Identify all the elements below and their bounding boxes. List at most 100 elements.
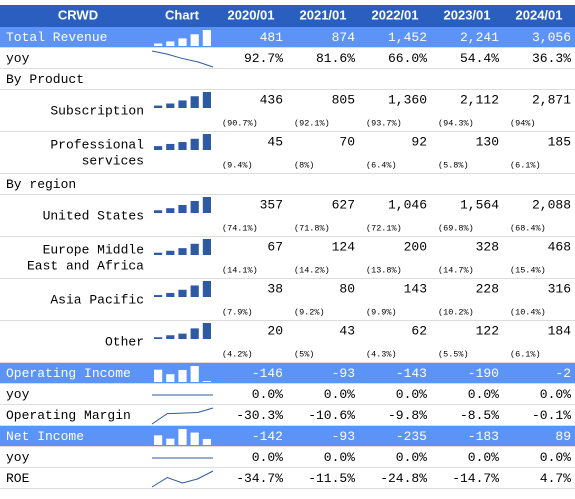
spark-bar (154, 295, 163, 297)
header-period: 2020/01 (228, 7, 275, 22)
header-period: 2021/01 (300, 7, 347, 22)
row-label: Total Revenue (6, 30, 107, 45)
cell-value: 122 (476, 323, 499, 338)
cell-value: -8.5% (460, 408, 499, 423)
cell-value: 0.0% (252, 450, 283, 465)
spark-bar (154, 43, 163, 46)
spark-bar (166, 335, 175, 339)
spark-bar (202, 30, 211, 46)
cell-value: -93 (332, 366, 355, 381)
cell-value: -142 (252, 429, 283, 444)
cell-share: (71.8%) (294, 223, 330, 233)
cell-value: 316 (548, 281, 571, 296)
cell-value: 92.7% (244, 51, 283, 66)
row-bg (0, 27, 575, 48)
row-label: United States (43, 208, 144, 223)
cell-share: (93.7%) (366, 118, 402, 128)
header-period: 2023/01 (444, 7, 491, 22)
cell-value: 80 (339, 281, 355, 296)
cell-share: (69.8%) (438, 223, 474, 233)
cell-value: 2,112 (460, 92, 499, 107)
cell-value: -146 (252, 366, 283, 381)
spark-bar (178, 248, 187, 255)
row-label: Europe Middle (43, 242, 144, 257)
spark-bar (178, 289, 187, 297)
spark-bar (190, 328, 199, 339)
row-label: ROE (6, 471, 30, 486)
spark-bar (166, 250, 175, 255)
cell-value: 43 (339, 323, 355, 338)
cell-value: -24.8% (380, 471, 427, 486)
cell-value: -235 (396, 429, 427, 444)
spark-bar (154, 210, 163, 213)
cell-value: 92 (411, 134, 427, 149)
spark-bar (190, 201, 199, 213)
cell-value: -190 (468, 366, 499, 381)
spark-bar (202, 239, 211, 255)
spark-bar (190, 432, 199, 445)
cell-share: (10.2%) (438, 307, 474, 317)
header-chart: Chart (165, 7, 200, 22)
header-title: CRWD (58, 7, 98, 22)
cell-share: (74.1%) (222, 223, 258, 233)
cell-value: 81.6% (316, 51, 355, 66)
spark-bar (178, 100, 187, 108)
row-label: Subscription (50, 103, 144, 118)
cell-value: -143 (396, 366, 427, 381)
cell-value: 3,056 (532, 30, 571, 45)
cell-value: 2,871 (532, 92, 571, 107)
spark-bar (178, 429, 187, 445)
cell-share: (14.1%) (222, 265, 258, 275)
spark-bar (178, 142, 187, 150)
cell-share: (9.9%) (366, 307, 397, 317)
cell-value: 124 (332, 239, 356, 254)
cell-value: 1,360 (388, 92, 427, 107)
spark-bar (166, 438, 175, 445)
cell-share: (9.2%) (294, 307, 325, 317)
cell-share: (8%) (294, 160, 314, 170)
row-label: Net Income (6, 429, 84, 444)
cell-value: -93 (332, 429, 355, 444)
cell-value: 67 (267, 239, 283, 254)
cell-share: (10.4%) (510, 307, 546, 317)
spark-bar (154, 337, 163, 339)
cell-value: 0.0% (540, 387, 571, 402)
cell-value: 0.0% (468, 387, 499, 402)
cell-share: (7.9%) (222, 307, 253, 317)
spark-bar (154, 435, 163, 445)
row-label: yoy (6, 387, 30, 402)
spark-line (151, 470, 214, 488)
cell-value: 89 (555, 429, 571, 444)
cell-value: 0.0% (252, 387, 283, 402)
row-label: yoy (6, 450, 30, 465)
spark-bar (190, 34, 199, 46)
cell-value: 1,564 (460, 197, 499, 212)
cell-share: (94%) (510, 118, 536, 128)
cell-value: 2,241 (460, 30, 499, 45)
cell-share: (6.1%) (510, 160, 541, 170)
cell-share: (72.1%) (366, 223, 402, 233)
spark-bar (202, 92, 211, 108)
cell-value: -9.8% (388, 408, 427, 423)
spark-line (151, 407, 214, 425)
cell-value: 436 (260, 92, 283, 107)
cell-value: -14.7% (452, 471, 499, 486)
spark-bar (166, 103, 175, 108)
spark-bar (202, 197, 211, 213)
header-bg (0, 5, 575, 27)
cell-value: 0.0% (324, 387, 355, 402)
cell-share: (5.8%) (438, 160, 469, 170)
cell-value: 468 (548, 239, 571, 254)
row-label: East and Africa (27, 258, 144, 273)
spark-bar (178, 38, 187, 46)
spark-bar (154, 146, 163, 150)
spark-bar (202, 438, 211, 445)
spark-bar (166, 41, 175, 46)
cell-share: (4.2%) (222, 349, 253, 359)
spark-bar (202, 281, 211, 297)
spark-bar (178, 333, 187, 339)
cell-share: (9.4%) (222, 160, 253, 170)
cell-share: (13.8%) (366, 265, 402, 275)
cell-value: 20 (267, 323, 283, 338)
